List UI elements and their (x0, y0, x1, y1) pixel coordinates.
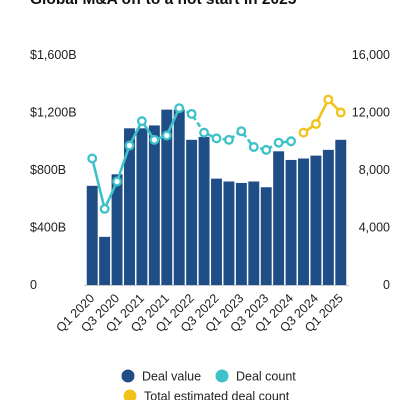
bar-q3-2024 (310, 155, 322, 286)
deal-count-point (248, 142, 259, 152)
bar-q2-2021 (148, 125, 160, 285)
estimated-deal-count-point (310, 119, 321, 129)
bar-q2-2022 (198, 136, 210, 285)
deal-count-point (112, 176, 123, 187)
deal-count-point (286, 136, 297, 147)
deal-count-point (186, 108, 197, 119)
legend-swatch-total-estimated-deal-count (123, 389, 137, 400)
legend-label: Deal count (236, 370, 296, 384)
estimated-deal-count-point (335, 107, 346, 118)
estimated-deal-count-line (302, 98, 342, 134)
bar-q3-2022 (211, 178, 222, 286)
bar-q4-2024 (322, 149, 334, 286)
bar-q1-2025 (335, 139, 347, 285)
legend-label: Deal value (142, 370, 201, 384)
bar-q4-2022 (223, 181, 235, 285)
chart-title: Global M&A off to a hot start in 2025 (30, 0, 296, 9)
bar-q1-2024 (285, 159, 297, 285)
bar-q3-2023 (260, 187, 272, 285)
right-y-tick-label: 8,000 (359, 163, 390, 177)
estimated-deal-count-point (298, 127, 309, 138)
deal-count-point (273, 137, 284, 148)
right-y-tick-label: 4,000 (359, 221, 390, 235)
legend-swatch-deal-count (215, 369, 229, 383)
deal-count-point (149, 134, 160, 145)
right-y-tick-label: 16,000 (352, 48, 390, 62)
right-y-tick-label: 12,000 (352, 106, 390, 120)
bar-q4-2020 (124, 128, 135, 285)
deal-count-point (124, 140, 135, 151)
deal-count-point (99, 203, 110, 214)
deal-count-point (236, 126, 247, 137)
bar-q2-2024 (298, 158, 309, 285)
deal-count-point (199, 127, 210, 138)
deal-count-point (211, 133, 222, 144)
right-y-tick-label: 0 (383, 278, 390, 292)
left-y-tick-label: $800B (30, 163, 66, 177)
deal-count-point (174, 103, 185, 114)
deal-count-point (161, 130, 172, 141)
bar-q4-2023 (273, 151, 285, 285)
left-y-tick-label: $1,200B (30, 106, 77, 120)
legend-label: Total estimated deal count (144, 390, 290, 400)
deal-count-dashed-line (178, 107, 292, 152)
bar-q1-2022 (186, 139, 198, 285)
bar-q1-2020 (86, 185, 98, 285)
bar-q3-2021 (161, 109, 173, 286)
estimated-deal-count-point (323, 94, 334, 105)
left-y-tick-label: $1,600B (30, 48, 77, 62)
deal-count-point (261, 144, 272, 155)
bar-q2-2020 (99, 236, 111, 285)
left-y-tick-label: 0 (30, 278, 37, 292)
bar-q1-2021 (136, 128, 148, 285)
deal-count-point (87, 153, 98, 164)
bar-q4-2021 (173, 109, 185, 286)
legend-swatch-deal-value (121, 369, 135, 383)
left-y-tick-label: $400B (30, 221, 66, 235)
deal-count-point (136, 116, 147, 127)
deal-count-point (223, 134, 234, 145)
bar-q1-2023 (235, 182, 247, 285)
bar-q2-2023 (248, 181, 260, 285)
bar-q3-2020 (111, 174, 123, 285)
